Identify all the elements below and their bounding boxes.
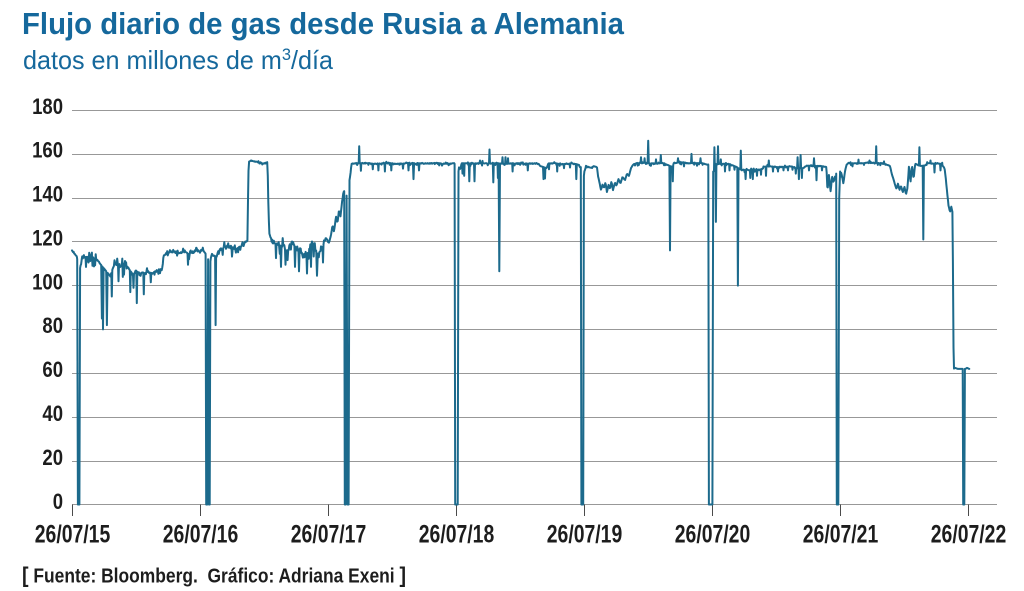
svg-text:60: 60 [42, 357, 63, 382]
svg-text:80: 80 [42, 313, 63, 338]
svg-text:26/07/19: 26/07/19 [547, 521, 623, 549]
svg-text:26/07/17: 26/07/17 [291, 521, 367, 549]
svg-text:120: 120 [32, 226, 63, 251]
svg-text:[ Fuente: Bloomberg. Gráfico:: [ Fuente: Bloomberg. Gráfico: Adriana Ex… [22, 563, 406, 588]
svg-text:26/07/18: 26/07/18 [419, 521, 495, 549]
svg-text:40: 40 [42, 401, 63, 426]
svg-text:180: 180 [32, 94, 63, 119]
svg-text:0: 0 [53, 489, 63, 514]
svg-text:20: 20 [42, 445, 63, 470]
svg-text:26/07/16: 26/07/16 [163, 521, 239, 549]
svg-text:160: 160 [32, 138, 63, 163]
svg-text:26/07/21: 26/07/21 [803, 521, 879, 549]
svg-text:100: 100 [32, 269, 63, 294]
svg-text:26/07/22: 26/07/22 [931, 521, 1007, 549]
svg-text:26/07/20: 26/07/20 [675, 521, 751, 549]
svg-text:26/07/15: 26/07/15 [35, 521, 111, 549]
svg-text:140: 140 [32, 182, 63, 207]
